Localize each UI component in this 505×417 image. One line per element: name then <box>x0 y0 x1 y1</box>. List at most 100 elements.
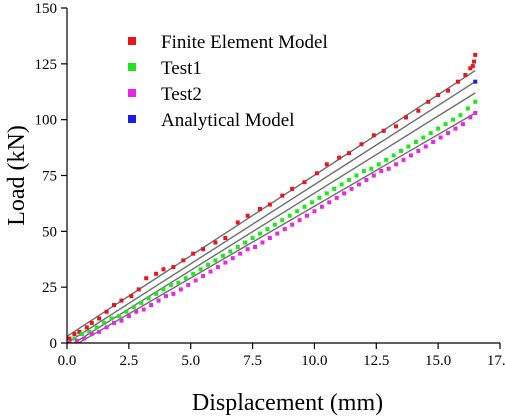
y-tick-label: 25 <box>42 280 57 296</box>
data-point <box>356 182 361 187</box>
y-axis-title: Load (kN) <box>4 125 30 226</box>
data-point <box>438 135 443 140</box>
data-point <box>379 169 384 174</box>
data-point <box>156 298 161 303</box>
data-point <box>215 265 220 270</box>
x-tick-label: 12.5 <box>363 353 389 369</box>
data-point <box>391 153 396 158</box>
data-point <box>87 329 92 334</box>
y-tick-label: 75 <box>42 169 57 185</box>
data-point <box>453 126 458 131</box>
data-point <box>72 332 77 337</box>
data-point <box>436 93 441 98</box>
axes <box>66 8 500 344</box>
data-point <box>176 280 181 285</box>
data-point <box>460 122 465 127</box>
data-point <box>369 166 374 171</box>
data-point <box>473 52 478 57</box>
x-tick-label: 2.5 <box>119 353 138 369</box>
data-point <box>465 106 470 111</box>
data-point <box>473 79 478 84</box>
data-point <box>280 193 285 198</box>
trend-line-2 <box>67 81 476 343</box>
series-1-points <box>67 52 478 341</box>
data-point <box>126 314 131 319</box>
x-tick-label: 5.0 <box>181 353 200 369</box>
series-3-points <box>67 110 478 343</box>
data-point <box>267 202 272 207</box>
data-point <box>223 260 228 265</box>
data-point <box>426 99 431 104</box>
x-tick-label: 10.0 <box>301 353 327 369</box>
data-point <box>77 329 82 334</box>
data-point <box>394 124 399 129</box>
data-point <box>359 142 364 147</box>
data-point <box>280 218 285 223</box>
data-point <box>342 191 347 196</box>
data-point <box>144 276 149 281</box>
data-point <box>193 278 198 283</box>
data-point <box>84 325 89 330</box>
data-point <box>235 220 240 225</box>
data-point <box>104 325 109 330</box>
data-point <box>112 320 117 325</box>
data-point <box>401 157 406 162</box>
data-point <box>201 247 206 252</box>
data-point <box>245 213 250 218</box>
y-tick-label: 125 <box>35 57 58 73</box>
data-point <box>421 135 426 140</box>
data-point <box>470 64 475 69</box>
data-point <box>327 200 332 205</box>
x-tick-label: 0.0 <box>58 353 77 369</box>
legend-label: Test1 <box>161 58 202 79</box>
legend-marker <box>128 37 136 45</box>
data-point <box>314 171 319 176</box>
data-point <box>413 140 418 144</box>
data-point <box>97 316 102 321</box>
data-point <box>275 231 280 236</box>
data-point <box>260 240 265 245</box>
data-point <box>302 204 307 209</box>
data-point <box>295 209 300 214</box>
data-point <box>141 307 146 312</box>
data-point <box>201 274 206 278</box>
data-point <box>364 177 369 182</box>
data-point <box>139 300 144 305</box>
data-point <box>181 258 186 263</box>
data-point <box>458 113 463 118</box>
data-point <box>473 99 478 104</box>
data-point <box>230 256 235 261</box>
data-point <box>149 303 154 308</box>
data-point <box>297 218 302 223</box>
data-point <box>282 227 287 232</box>
data-point <box>337 155 342 160</box>
data-point <box>302 180 307 185</box>
data-point <box>455 79 460 84</box>
data-point <box>163 294 168 299</box>
data-point <box>312 209 317 214</box>
data-point <box>79 332 84 337</box>
legend-label: Test2 <box>161 84 202 105</box>
data-point <box>468 66 473 71</box>
data-point <box>109 316 114 321</box>
trend-line-3 <box>72 92 476 343</box>
data-point <box>89 320 94 325</box>
data-point <box>208 269 213 274</box>
data-point <box>186 282 191 287</box>
data-point <box>416 148 421 153</box>
data-point <box>431 140 436 144</box>
data-point <box>347 151 352 156</box>
x-tick-label: 17.5 <box>487 353 505 369</box>
data-point <box>154 291 159 296</box>
data-point <box>290 186 295 191</box>
ticks: 0.0 2.5 5.0 7.5 10.0 12.5 15.0 17.5 0 25 50 75 100 12… <box>35 1 505 369</box>
data-point <box>238 251 243 256</box>
data-point <box>349 186 354 191</box>
legend-marker <box>128 63 136 71</box>
data-point <box>183 276 188 281</box>
data-point <box>191 251 196 256</box>
data-point <box>124 309 129 314</box>
data-point <box>290 222 295 227</box>
data-point <box>213 240 218 245</box>
data-point <box>386 166 391 171</box>
